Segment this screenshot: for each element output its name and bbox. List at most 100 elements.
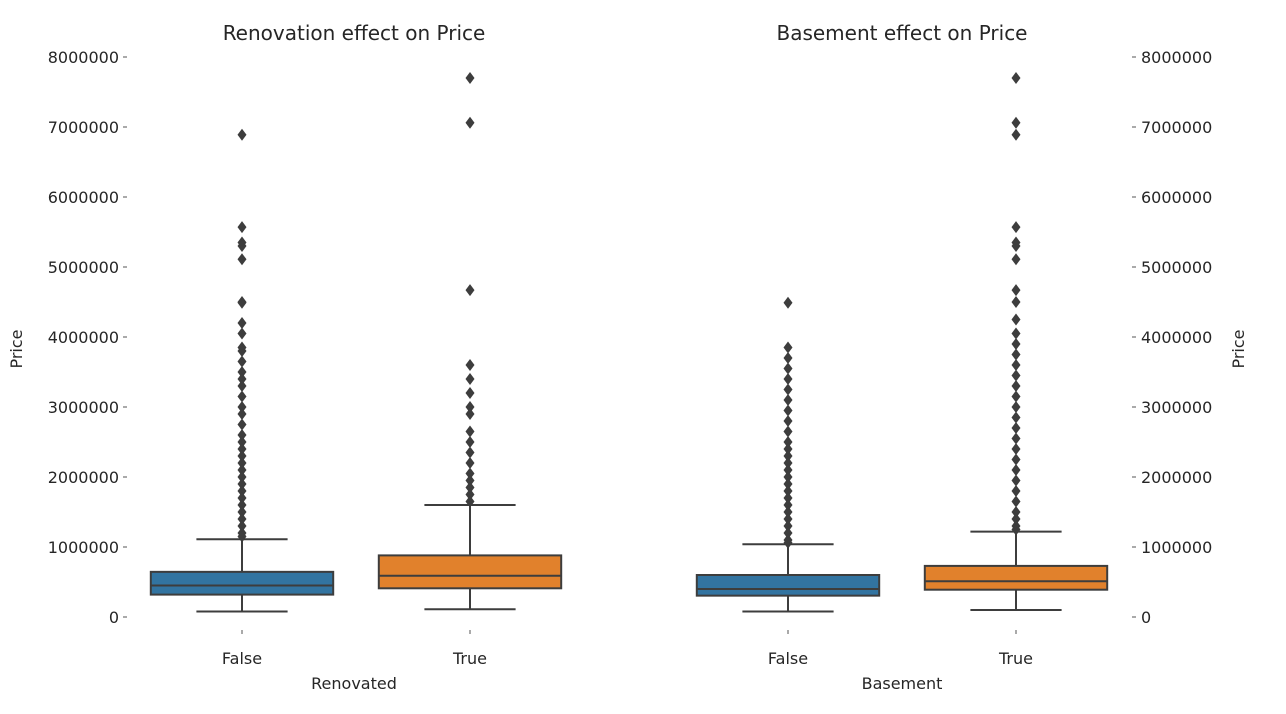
renovation-false-outlier	[237, 240, 247, 252]
basement-true-outlier	[1011, 453, 1021, 466]
renovation-true-outlier	[465, 457, 475, 469]
renovation-y-tick-label: 7000000	[48, 118, 119, 137]
renovation-true-outlier	[465, 495, 475, 508]
basement-true-boxplot	[923, 72, 1109, 611]
basement-false-outlier	[783, 443, 793, 455]
basement-true-outlier	[1011, 390, 1021, 403]
renovation-false-outlier	[237, 513, 247, 525]
basement-false-outlier	[783, 513, 793, 525]
renovation-panel: Renovation effect on Price Renovated Pri…	[7, 21, 563, 693]
basement-true-outlier	[1011, 359, 1021, 371]
renovation-false-outlier	[237, 436, 247, 448]
basement-true-outlier	[1011, 240, 1021, 252]
basement-boxes	[695, 72, 1109, 613]
basement-true-outlier	[1011, 313, 1021, 326]
renovation-true-outlier	[465, 72, 475, 84]
basement-true-outlier	[1011, 380, 1021, 392]
renovation-x-ticks: False True	[222, 630, 487, 668]
basement-false-outlier	[783, 520, 793, 532]
basement-false-outlier	[783, 383, 793, 396]
renovation-false-outlier	[237, 506, 247, 518]
basement-true-outlier	[1011, 296, 1021, 308]
basement-true-outlier	[1011, 327, 1021, 340]
renovation-true-outlier	[465, 474, 475, 487]
basement-false-outlier	[783, 506, 793, 518]
basement-true-outlier	[1011, 485, 1021, 497]
renovation-y-tick-label: 1000000	[48, 538, 119, 557]
renovation-y-tick-label: 0	[109, 608, 119, 627]
renovation-false-outlier	[237, 408, 247, 420]
basement-true-box	[923, 564, 1109, 591]
renovation-true-outlier	[465, 488, 475, 501]
basement-false-outlier	[783, 478, 793, 490]
renovation-y-tick-label: 8000000	[48, 48, 119, 67]
basement-x-tick-label-false: False	[768, 649, 808, 668]
basement-true-outlier	[1011, 506, 1021, 518]
renovation-false-outlier	[237, 221, 247, 234]
basement-true-outlier	[1011, 432, 1021, 445]
basement-chart-title: Basement effect on Price	[776, 21, 1027, 45]
basement-false-outlier	[783, 499, 793, 511]
basement-false-outlier	[783, 296, 793, 309]
renovation-false-outlier	[237, 253, 247, 266]
basement-false-outlier	[783, 341, 793, 354]
renovation-true-outlier	[465, 284, 475, 297]
renovation-false-outlier	[237, 401, 247, 413]
basement-y-tick-label: 4000000	[1141, 328, 1212, 347]
basement-true-outlier	[1011, 523, 1021, 536]
renovation-false-outlier	[237, 296, 247, 309]
basement-true-outlier	[1011, 443, 1021, 455]
basement-true-outlier	[1011, 253, 1021, 266]
renovation-true-outlier	[465, 116, 475, 129]
renovation-boxes	[149, 72, 563, 613]
basement-false-outlier	[783, 485, 793, 497]
renovation-false-outlier	[237, 317, 247, 329]
basement-y-tick-label: 5000000	[1141, 258, 1212, 277]
basement-true-outlier	[1011, 284, 1021, 297]
renovation-false-outlier	[237, 443, 247, 455]
basement-false-outlier	[783, 436, 793, 448]
renovation-false-outlier	[237, 471, 247, 483]
renovation-false-outlier	[237, 530, 247, 543]
renovation-false-outlier	[237, 380, 247, 392]
basement-true-outlier	[1011, 348, 1021, 361]
renovation-false-outlier	[237, 485, 247, 497]
basement-true-outlier	[1011, 411, 1021, 424]
basement-y-tick-label: 8000000	[1141, 48, 1212, 67]
renovation-true-outlier	[465, 436, 475, 448]
basement-true-outlier	[1011, 474, 1021, 487]
renovation-true-outlier	[465, 359, 475, 371]
basement-y-axis-label: Price	[1229, 329, 1248, 368]
renovation-x-tick-label-true: True	[452, 649, 487, 668]
basement-panel: Basement effect on Price Basement Price …	[695, 21, 1248, 693]
renovation-false-outlier	[237, 478, 247, 490]
renovation-true-outlier	[465, 481, 475, 494]
basement-y-tick-label: 0	[1141, 608, 1151, 627]
basement-false-outlier	[783, 415, 793, 427]
basement-true-outlier	[1011, 495, 1021, 508]
basement-true-outlier	[1011, 116, 1021, 129]
renovation-false-outlier	[237, 345, 247, 357]
basement-true-outlier	[1011, 128, 1021, 141]
basement-false-outlier	[783, 450, 793, 462]
basement-false-box	[695, 574, 881, 597]
renovation-false-box	[149, 570, 335, 596]
basement-false-outlier	[783, 425, 793, 438]
renovation-true-outlier	[465, 387, 475, 399]
renovation-false-outlier	[237, 429, 247, 441]
renovation-false-outlier	[237, 373, 247, 385]
renovation-y-ticks: 0 1000000 2000000 3000000 4000000 5000000 6000…	[48, 48, 127, 627]
renovation-y-tick-label: 4000000	[48, 328, 119, 347]
renovation-true-outlier	[465, 401, 475, 413]
renovation-false-outlier	[237, 366, 247, 378]
renovation-false-outlier	[237, 418, 247, 431]
basement-false-outlier	[783, 457, 793, 469]
renovation-x-tick-label-false: False	[222, 649, 262, 668]
basement-true-outlier	[1011, 221, 1021, 234]
basement-true-outlier	[1011, 369, 1021, 382]
renovation-false-outlier	[237, 355, 247, 368]
basement-y-tick-label: 7000000	[1141, 118, 1212, 137]
basement-true-outlier	[1011, 338, 1021, 350]
renovation-false-outlier	[237, 499, 247, 511]
